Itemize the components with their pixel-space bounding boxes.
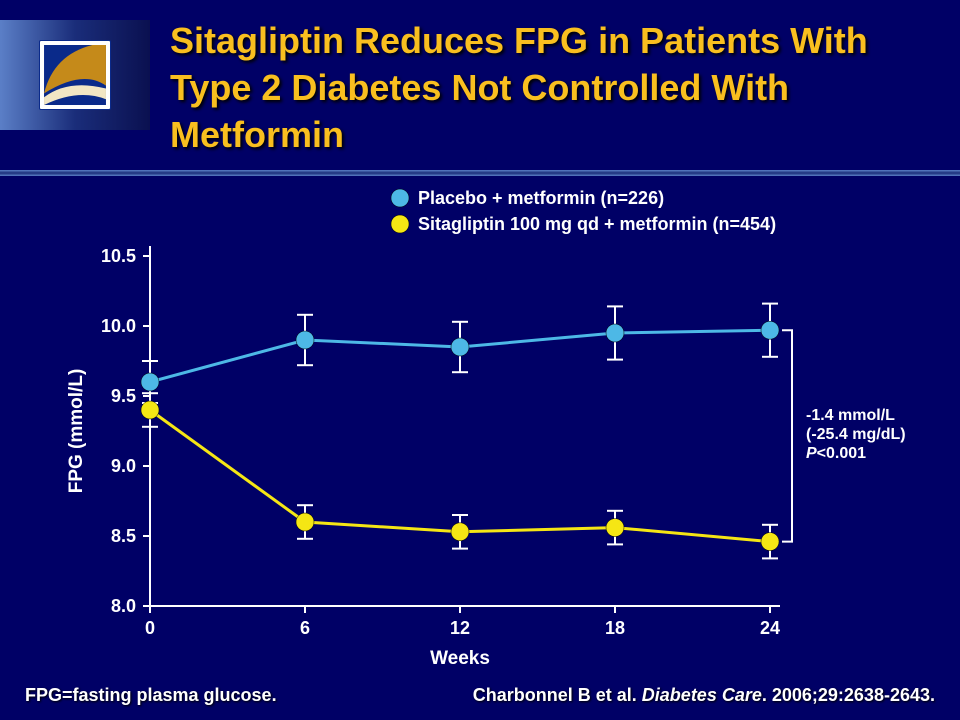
page-title: Sitagliptin Reduces FPG in Patients With… [170,18,940,158]
svg-text:-1.4 mmol/L: -1.4 mmol/L [806,407,895,424]
svg-text:Placebo + metformin (n=226): Placebo + metformin (n=226) [418,188,664,208]
header: Sitagliptin Reduces FPG in Patients With… [0,0,960,170]
svg-text:9.5: 9.5 [111,386,136,406]
svg-text:8.0: 8.0 [111,596,136,616]
svg-text:10.5: 10.5 [101,246,136,266]
svg-text:8.5: 8.5 [111,526,136,546]
citation-suffix: . 2006;29:2638-2643. [762,685,935,705]
line-chart: 8.0 8.5 9.0 9.5 10.0 10.5 0 6 12 18 24 Weeks FPG (mm… [50,186,910,676]
citation-prefix: Charbonnel B et al. [473,685,642,705]
svg-text:9.0: 9.0 [111,456,136,476]
svg-text:18: 18 [605,618,625,638]
logo-icon [39,40,111,110]
citation-journal: Diabetes Care [642,685,762,705]
svg-text:10.0: 10.0 [101,316,136,336]
svg-text:Weeks: Weeks [430,648,490,669]
logo-strip [0,20,150,130]
footnote-abbrev: FPG=fasting plasma glucose. [25,685,277,706]
svg-text:6: 6 [300,618,310,638]
svg-text:FPG (mmol/L): FPG (mmol/L) [66,369,87,494]
svg-text:Sitagliptin 100 mg qd + metfor: Sitagliptin 100 mg qd + metformin (n=454… [418,214,776,234]
svg-text:P<0.001: P<0.001 [806,445,866,462]
footnote-citation: Charbonnel B et al. Diabetes Care. 2006;… [473,685,935,706]
body: 8.0 8.5 9.0 9.5 10.0 10.5 0 6 12 18 24 Weeks FPG (mm… [0,176,960,720]
svg-text:(-25.4 mg/dL): (-25.4 mg/dL) [806,426,906,443]
svg-text:24: 24 [760,618,780,638]
svg-text:0: 0 [145,618,155,638]
svg-text:12: 12 [450,618,470,638]
